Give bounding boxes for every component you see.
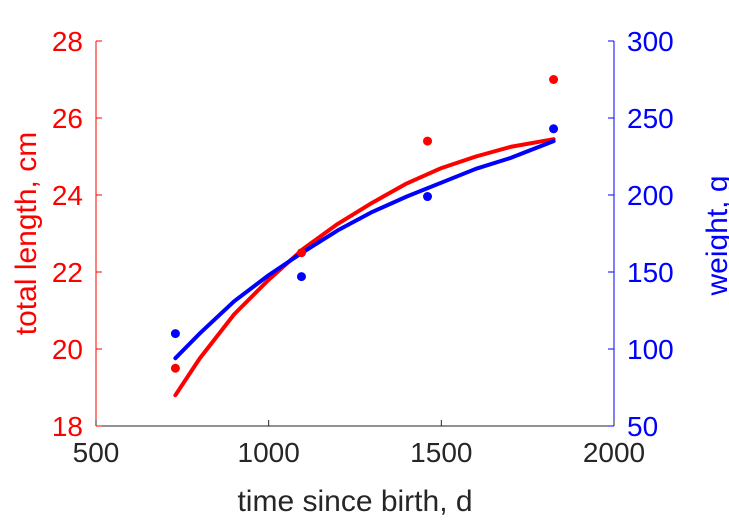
y-right-tick-label: 150	[627, 257, 674, 288]
y-left-tick-label: 28	[52, 26, 83, 57]
weight-data-point	[296, 272, 306, 282]
x-tick-label: 1000	[238, 437, 300, 468]
y-axis-left-label: total length, cm	[10, 132, 43, 335]
y-left-tick-label: 22	[52, 257, 83, 288]
y-left-tick-label: 20	[52, 334, 83, 365]
y-right-tick-label: 50	[627, 411, 658, 442]
weight-data-point	[170, 329, 180, 339]
y-left-tick-label: 26	[52, 103, 83, 134]
y-left-tick-label: 24	[52, 180, 83, 211]
y-right-tick-label: 100	[627, 334, 674, 365]
weight-fit-line	[173, 139, 556, 361]
y-axis-right-label: weight, g	[701, 175, 729, 296]
x-tick-label: 2000	[583, 437, 645, 468]
length-data-point	[296, 248, 306, 258]
length-fit-line	[173, 137, 556, 398]
x-axis-label: time since birth, d	[237, 485, 472, 518]
y-right-tick-label: 300	[627, 26, 674, 57]
y-right-tick-label: 200	[627, 180, 674, 211]
weight-data-point	[549, 124, 559, 134]
y-left-tick-label: 18	[52, 411, 83, 442]
axes: 500 1000 1500 2000 18 20 22 24 26 28 50 100 150 200 25…	[52, 26, 674, 468]
length-data-point	[423, 136, 433, 146]
plot-area	[170, 75, 559, 398]
weight-data-point	[423, 192, 433, 202]
length-data-point	[549, 75, 559, 84]
x-tick-label: 500	[73, 437, 120, 468]
x-tick-label: 1500	[410, 437, 472, 468]
y-right-tick-label: 250	[627, 103, 674, 134]
length-data-point	[170, 363, 180, 373]
